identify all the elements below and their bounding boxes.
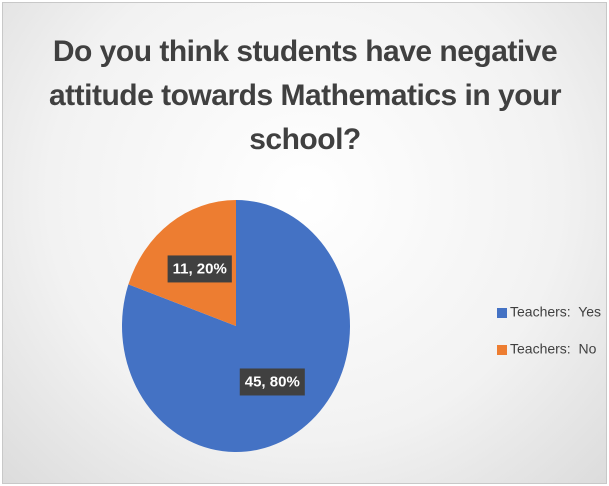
data-label-bg xyxy=(167,255,232,283)
legend-label: Teachers: Yes xyxy=(510,304,601,320)
legend-swatch xyxy=(497,308,507,318)
chart-title: Do you think students have negative atti… xyxy=(48,35,562,156)
legend-swatch xyxy=(497,345,507,355)
legend-label: Teachers: No xyxy=(510,341,597,357)
data-label-bg xyxy=(239,368,305,396)
data-label: 11, 20% xyxy=(173,260,227,277)
data-label: 45, 80% xyxy=(245,373,300,390)
